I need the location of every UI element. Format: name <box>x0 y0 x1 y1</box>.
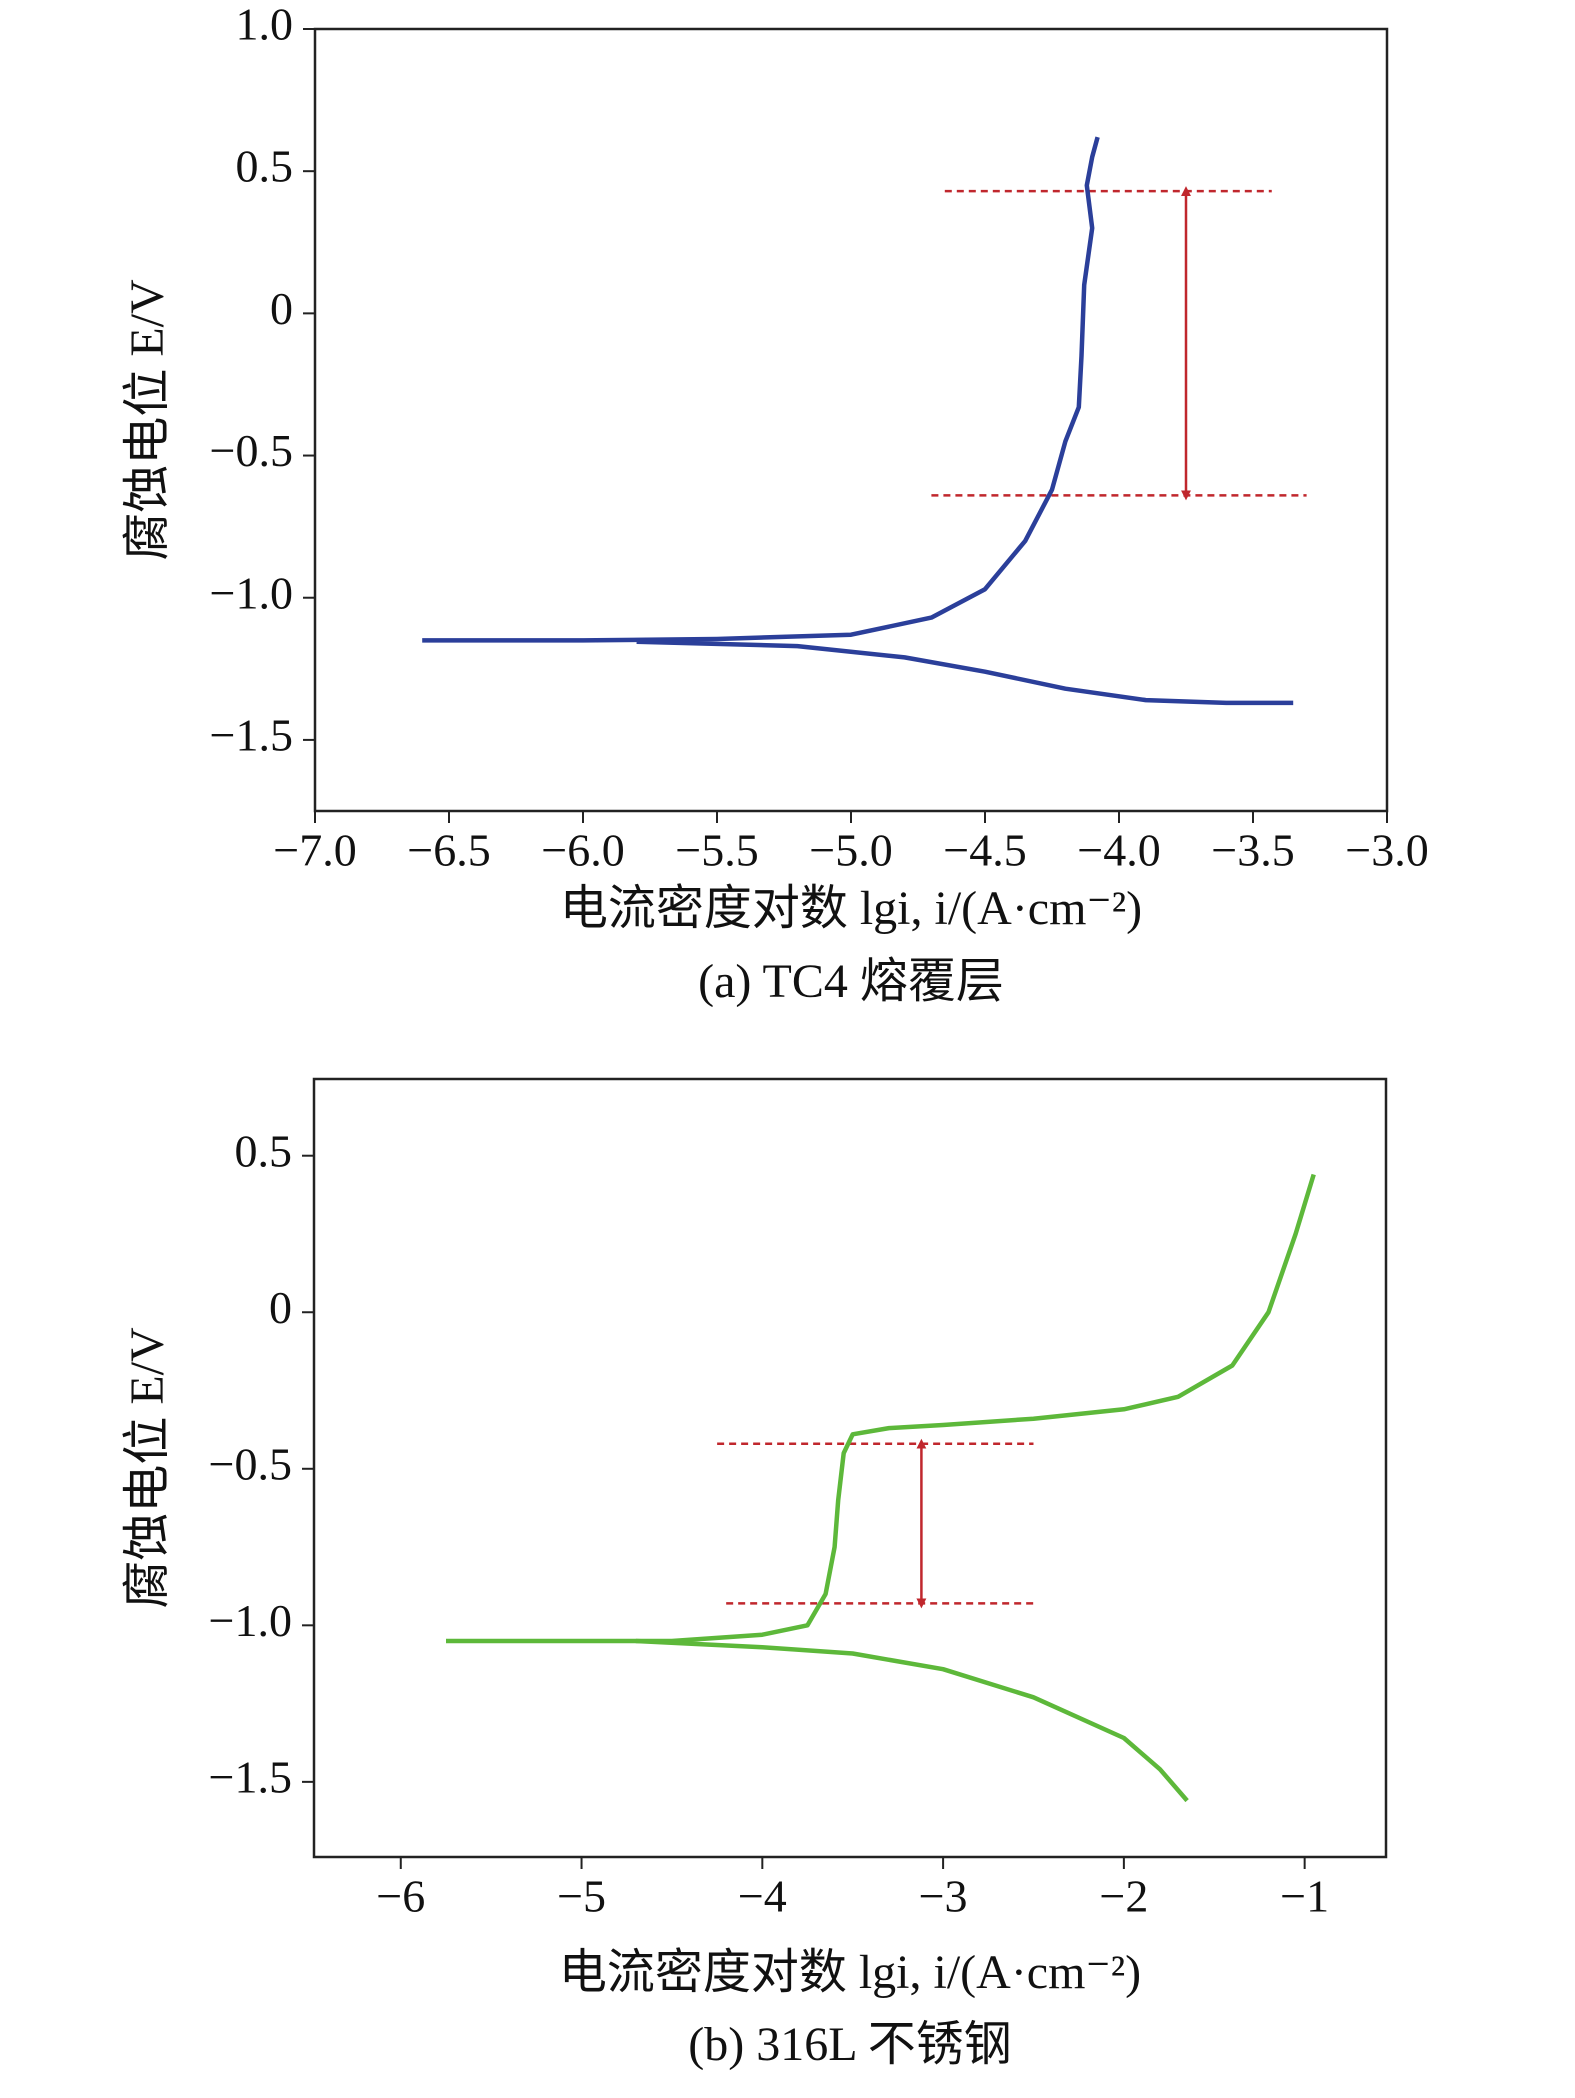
polarization-curve <box>446 1173 1316 1644</box>
x-axis-label: 电流密度对数 lgi, i/(A·cm⁻²) <box>560 882 1142 935</box>
y-tick-label: −1.5 <box>209 1751 292 1802</box>
x-tick-label: −6 <box>376 1871 425 1922</box>
x-tick-label: −6.5 <box>407 825 490 876</box>
caption: (a) TC4 熔覆层 <box>698 955 1004 1008</box>
x-tick-label: −7.0 <box>273 825 356 876</box>
x-tick-label: −3.5 <box>1211 825 1294 876</box>
x-tick-label: −5.5 <box>675 825 758 876</box>
plot-frame <box>312 1077 1388 1859</box>
y-axis-label: 腐蚀电位 E/V <box>121 1327 174 1609</box>
y-tick-label: 1.0 <box>236 0 294 50</box>
y-tick-label: −1.5 <box>210 709 293 760</box>
y-tick-label: 0 <box>270 283 293 334</box>
y-tick-label: −0.5 <box>209 1438 292 1489</box>
y-tick-label: −0.5 <box>210 425 293 476</box>
x-tick-label: −1 <box>1280 1871 1329 1922</box>
x-axis-label: 电流密度对数 lgi, i/(A·cm⁻²) <box>559 1946 1141 1999</box>
y-tick-label: 0.5 <box>235 1125 293 1176</box>
caption: (b) 316L 不锈钢 <box>688 2018 1012 2071</box>
plot-frame <box>313 27 1389 813</box>
x-tick-label: −5 <box>557 1871 606 1922</box>
x-tick-label: −5.0 <box>809 825 892 876</box>
x-tick-label: −6.0 <box>541 825 624 876</box>
x-tick-label: −3.0 <box>1345 825 1428 876</box>
polarization-curve <box>635 1638 1189 1803</box>
x-tick-label: −4 <box>738 1871 787 1922</box>
x-tick-label: −4.5 <box>943 825 1026 876</box>
y-axis-label: 腐蚀电位 E/V <box>121 279 174 561</box>
x-tick-label: −2 <box>1099 1871 1148 1922</box>
y-tick-label: 0.5 <box>236 141 294 192</box>
x-tick-label: −4.0 <box>1077 825 1160 876</box>
y-tick-label: 0 <box>269 1282 292 1333</box>
polarization-curve <box>636 639 1294 706</box>
y-tick-label: −1.0 <box>210 567 293 618</box>
y-tick-label: −1.0 <box>209 1595 292 1646</box>
x-tick-label: −3 <box>919 1871 968 1922</box>
polarization-curve <box>422 136 1100 643</box>
